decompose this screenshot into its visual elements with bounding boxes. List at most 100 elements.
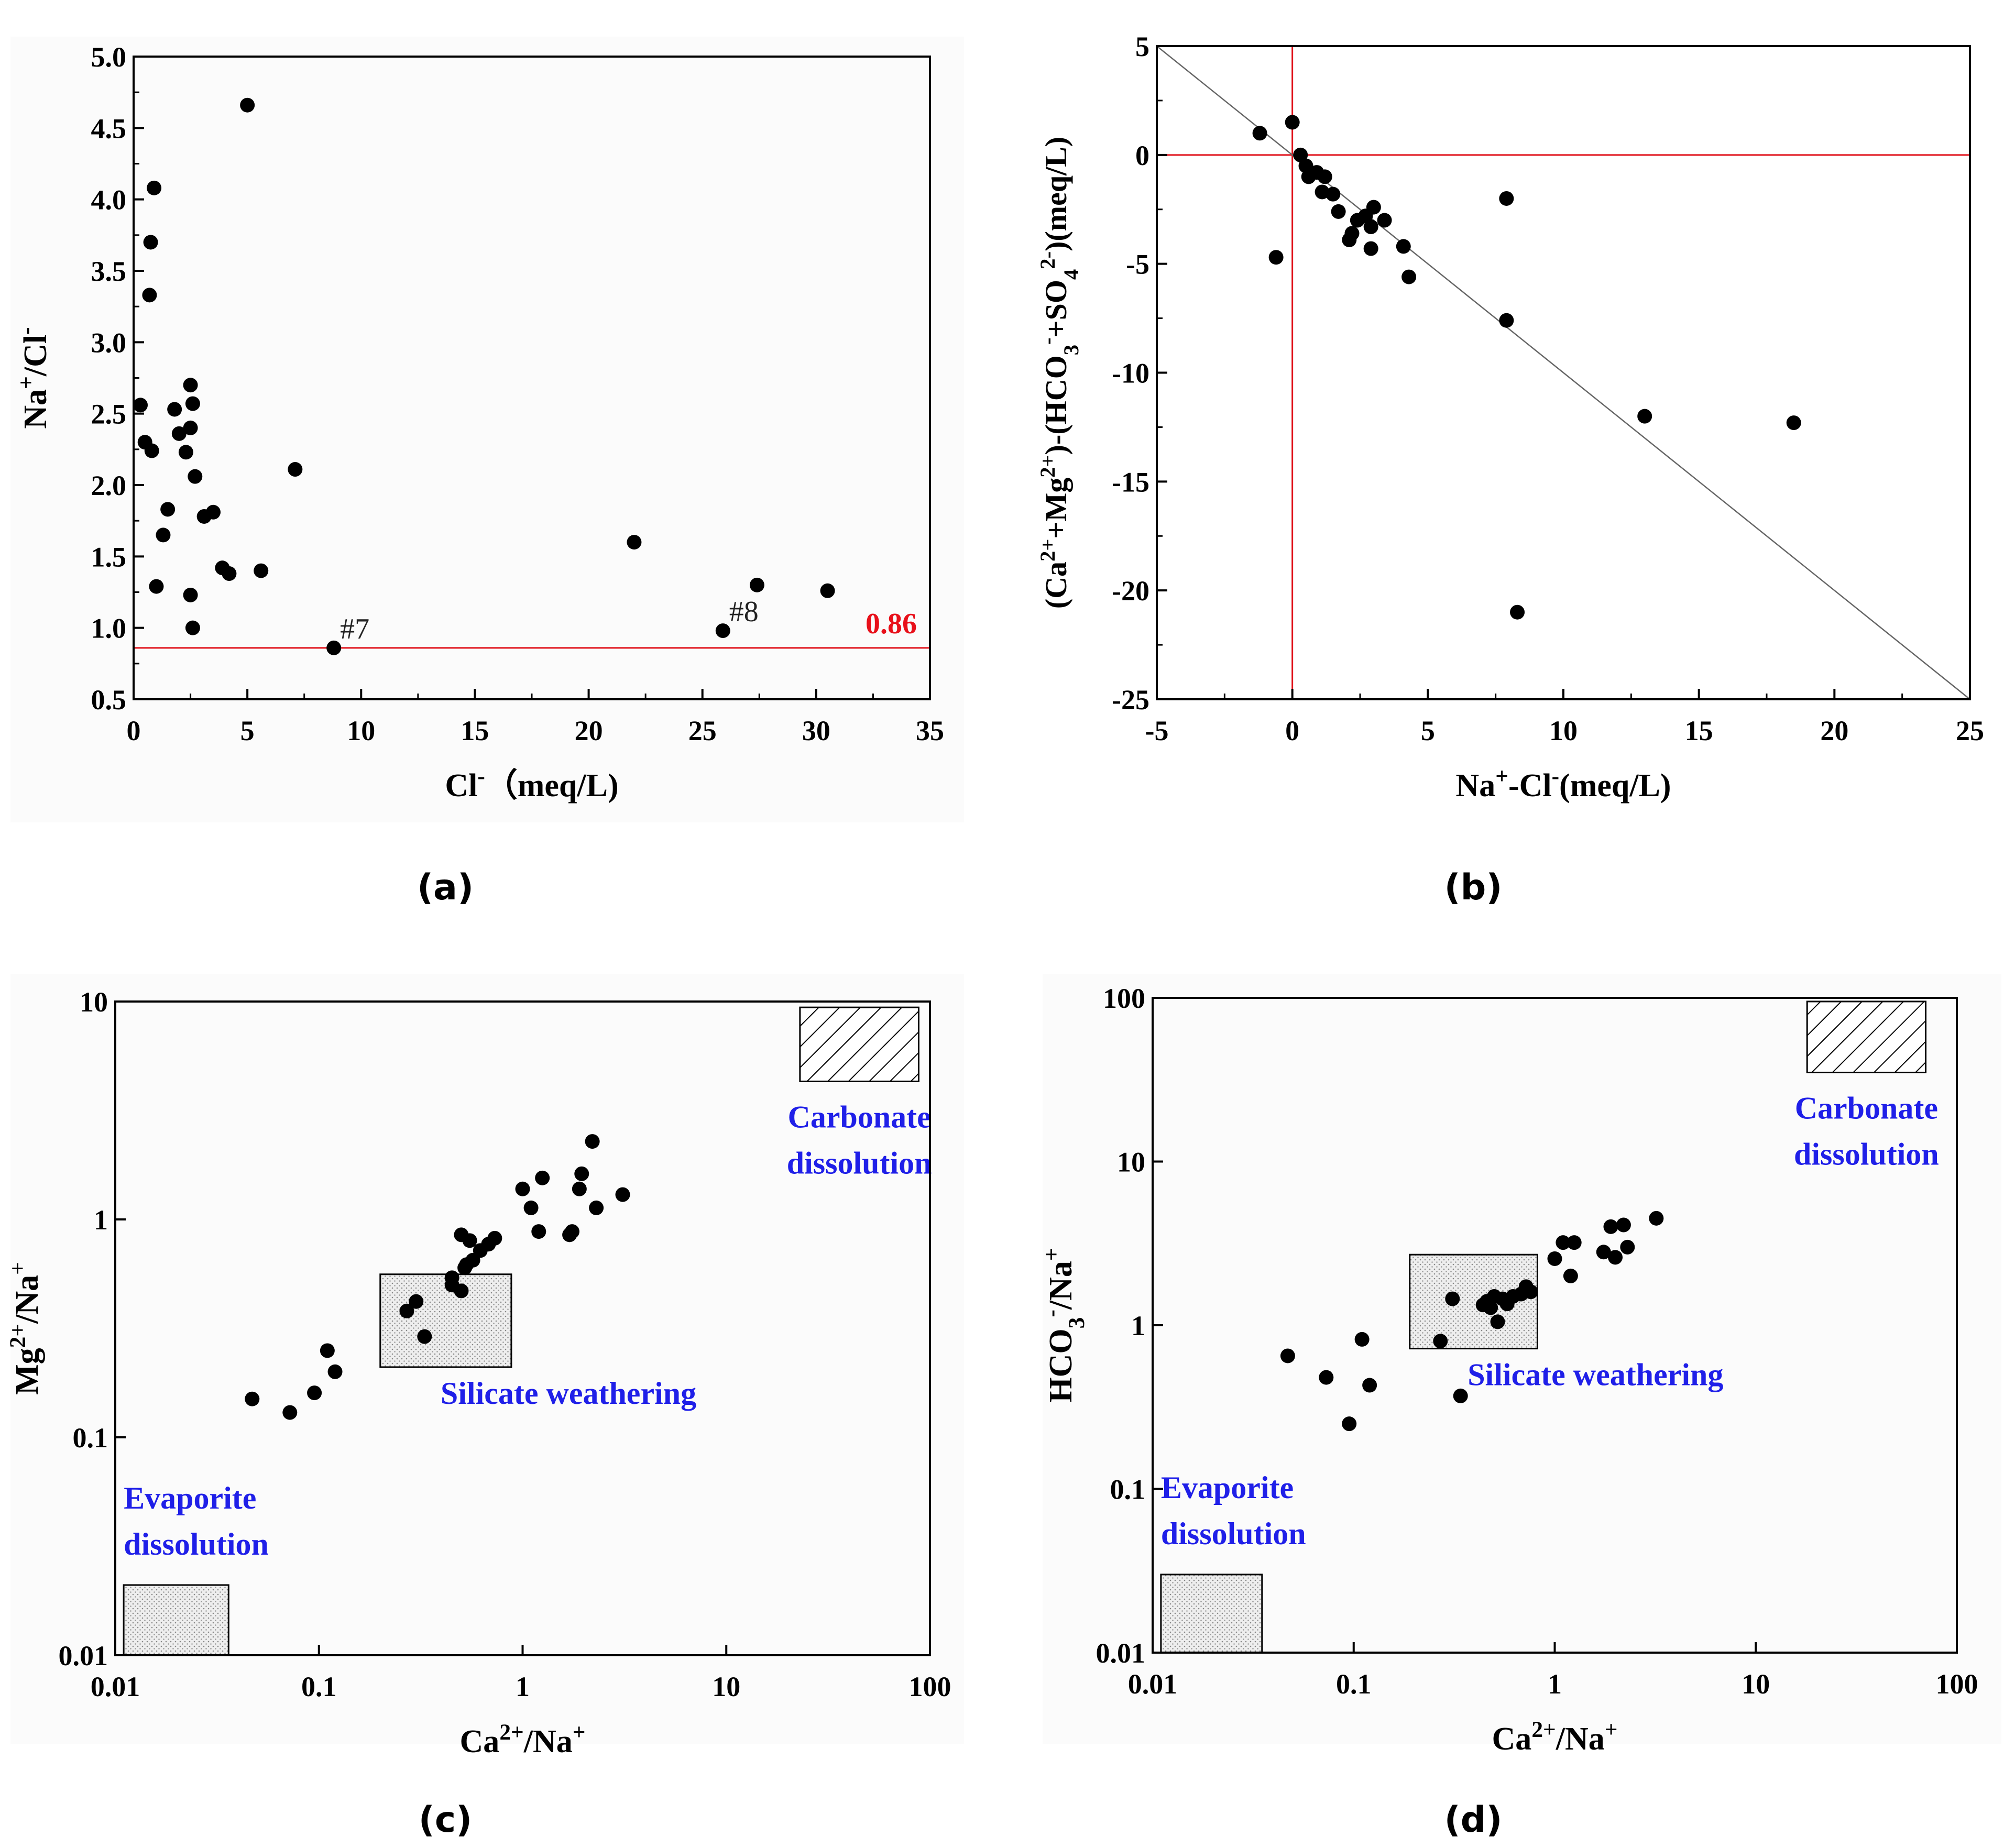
x-tick-label: -5: [1145, 715, 1169, 746]
data-point: [206, 504, 221, 520]
data-point: [462, 1233, 477, 1248]
data-point: [254, 563, 269, 578]
data-point: [222, 566, 237, 581]
data-point: [515, 1181, 530, 1196]
x-axis-label: Cl-（meq/L): [445, 764, 618, 804]
data-point: [1293, 147, 1308, 162]
data-point: [1563, 1268, 1578, 1283]
region-label: dissolution: [1161, 1516, 1306, 1551]
data-point: [615, 1187, 630, 1202]
data-point: [320, 1343, 335, 1358]
x-tick-label: 5: [1421, 715, 1435, 746]
data-point: [245, 1391, 260, 1406]
data-point: [1366, 200, 1381, 215]
data-point: [1637, 409, 1652, 424]
x-tick-label: 25: [1956, 715, 1984, 746]
data-point: [1483, 1300, 1498, 1315]
y-tick-label: 1: [1131, 1310, 1145, 1341]
x-tick-label: 5: [240, 715, 255, 746]
region-label: dissolution: [1794, 1137, 1939, 1171]
diagonal-line: [1156, 46, 1970, 700]
y-tick-label: -20: [1112, 575, 1149, 607]
data-point: [1354, 1332, 1370, 1347]
x-axis-label: Na+-Cl-(meq/L): [1455, 764, 1671, 804]
region-label: Silicate weathering: [1468, 1358, 1723, 1392]
y-axis-label: (Ca2++Mg2+)-(HCO3-+SO42-)(meq/L): [1036, 137, 1083, 609]
y-tick-label: 2.5: [91, 399, 127, 430]
x-tick-label: 30: [802, 715, 830, 746]
chart-c: Carbonate dissolution Silicate weathering E…: [5, 974, 964, 1759]
y-tick-label: 4.5: [91, 113, 127, 144]
data-point: [1603, 1219, 1618, 1234]
x-tick-label: 10: [1549, 715, 1578, 746]
x-tick-label: 0.1: [301, 1671, 337, 1702]
y-tick-label: 2.0: [91, 470, 127, 501]
region-box: [1409, 1253, 1538, 1350]
x-tick-label: 15: [461, 715, 489, 746]
y-axis-label: Mg2+/Na+: [5, 1262, 45, 1395]
data-point: [183, 420, 198, 435]
data-point: [820, 583, 835, 598]
x-tick-label: 20: [1820, 715, 1848, 746]
data-point: [1596, 1245, 1611, 1260]
data-point: [1401, 269, 1417, 284]
data-point: [564, 1224, 579, 1239]
region-box: [799, 1006, 919, 1082]
data-point: [1445, 1291, 1460, 1306]
region-label: Silicate weathering: [441, 1376, 696, 1411]
y-tick-label: 3.0: [91, 327, 127, 358]
y-tick-label: 0.1: [1110, 1474, 1146, 1505]
y-tick-label: 0.1: [73, 1422, 108, 1454]
data-point: [1510, 604, 1525, 620]
data-point: [409, 1294, 424, 1309]
caption-a: (a): [417, 867, 474, 908]
data-point: [1377, 213, 1392, 228]
data-point: [1567, 1235, 1582, 1250]
data-point: [282, 1405, 298, 1420]
x-tick-label: 20: [575, 715, 603, 746]
data-point: [1608, 1250, 1623, 1265]
y-tick-label: 1.5: [91, 541, 127, 573]
data-point: [171, 426, 187, 441]
y-tick-label: 5.0: [91, 41, 127, 73]
region-label: Carbonate: [1795, 1091, 1938, 1125]
data-point: [1280, 1348, 1295, 1363]
region-label: Carbonate: [787, 1099, 930, 1134]
data-point: [1556, 1235, 1571, 1250]
y-tick-label: 100: [1103, 983, 1145, 1014]
data-point: [1362, 1378, 1377, 1393]
x-tick-label: 0: [127, 715, 141, 746]
region-box: [1160, 1574, 1263, 1654]
data-point: [574, 1166, 589, 1181]
region-label: Evaporite: [1161, 1470, 1294, 1505]
data-point: [144, 443, 159, 458]
data-point: [147, 180, 162, 195]
data-point: [1523, 1284, 1538, 1300]
x-tick-label: 10: [712, 1671, 740, 1702]
data-point: [749, 577, 764, 592]
data-point: [589, 1200, 604, 1215]
data-point: [160, 502, 176, 517]
data-point: [1331, 204, 1346, 219]
caption-c: (c): [418, 1799, 473, 1841]
region-label: dissolution: [124, 1527, 269, 1561]
y-tick-label: 1.0: [91, 613, 127, 644]
region-box: [1806, 1000, 1927, 1073]
data-point: [417, 1329, 432, 1344]
data-point: [1342, 1416, 1357, 1432]
data-point: [183, 587, 198, 602]
y-tick-label: 0.5: [91, 684, 127, 716]
data-point: [185, 620, 200, 635]
data-point: [1285, 115, 1300, 130]
data-point: [1363, 219, 1378, 235]
point-annotation: #7: [340, 613, 369, 645]
x-tick-label: 10: [347, 715, 375, 746]
caption-b: (b): [1444, 867, 1503, 908]
region-label: Evaporite: [124, 1481, 256, 1515]
y-tick-label: 0.01: [1096, 1637, 1146, 1669]
y-axis-label: Na+/Cl-: [14, 327, 53, 428]
data-point: [1499, 313, 1514, 328]
data-point: [1344, 226, 1360, 241]
x-tick-label: 1: [516, 1671, 530, 1702]
